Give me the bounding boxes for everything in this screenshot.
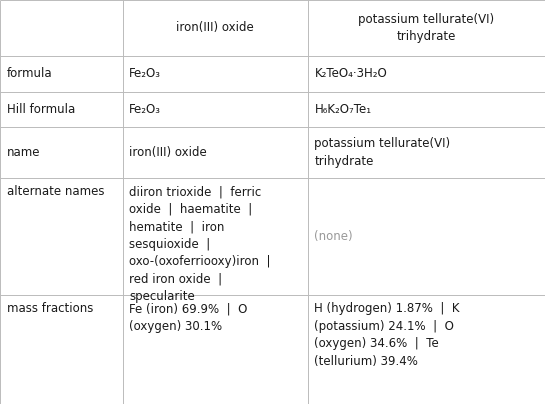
- Text: diiron trioxide  |  ferric
oxide  |  haematite  |
hematite  |  iron
sesquioxide : diiron trioxide | ferric oxide | haemati…: [129, 185, 271, 303]
- Text: K₂TeO₄·3H₂O: K₂TeO₄·3H₂O: [314, 67, 387, 80]
- Text: potassium tellurate(VI)
trihydrate: potassium tellurate(VI) trihydrate: [359, 13, 494, 43]
- Text: alternate names: alternate names: [7, 185, 104, 198]
- Text: Fe (iron) 69.9%  |  O
(oxygen) 30.1%: Fe (iron) 69.9% | O (oxygen) 30.1%: [129, 302, 247, 332]
- Text: H₆K₂O₇Te₁: H₆K₂O₇Te₁: [314, 103, 372, 116]
- Text: H (hydrogen) 1.87%  |  K
(potassium) 24.1%  |  O
(oxygen) 34.6%  |  Te
(telluriu: H (hydrogen) 1.87% | K (potassium) 24.1%…: [314, 302, 460, 368]
- Text: mass fractions: mass fractions: [7, 302, 93, 315]
- Text: formula: formula: [7, 67, 52, 80]
- Text: iron(III) oxide: iron(III) oxide: [177, 21, 254, 34]
- Text: Fe₂O₃: Fe₂O₃: [129, 67, 161, 80]
- Text: (none): (none): [314, 230, 353, 243]
- Text: name: name: [7, 146, 40, 159]
- Text: Fe₂O₃: Fe₂O₃: [129, 103, 161, 116]
- Text: iron(III) oxide: iron(III) oxide: [129, 146, 207, 159]
- Text: potassium tellurate(VI)
trihydrate: potassium tellurate(VI) trihydrate: [314, 137, 451, 168]
- Text: Hill formula: Hill formula: [7, 103, 75, 116]
